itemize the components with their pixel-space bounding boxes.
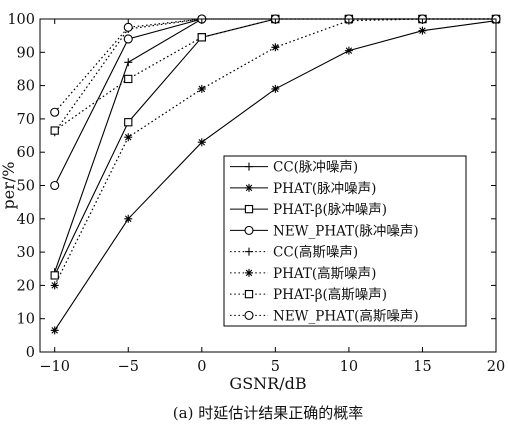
legend-marker — [245, 268, 253, 277]
y-tick-label: 30 — [17, 245, 35, 261]
data-point — [271, 43, 280, 52]
legend-label: PHAT(高斯噪声) — [273, 265, 376, 282]
series-7 — [50, 14, 501, 135]
data-point — [123, 34, 133, 44]
legend-marker — [244, 289, 254, 299]
legend-item: CC(高斯噪声) — [230, 244, 358, 261]
y-tick-label: 90 — [17, 45, 35, 61]
legend-item: PHAT-β(高斯噪声) — [230, 286, 387, 303]
data-point — [124, 58, 133, 67]
data-point — [197, 84, 206, 93]
data-point — [50, 107, 60, 117]
y-tick-label: 60 — [17, 145, 35, 161]
data-point — [344, 46, 353, 55]
data-point — [124, 133, 133, 142]
x-axis-title: GSNR/dB — [229, 374, 306, 393]
data-point — [124, 118, 133, 127]
y-tick-label: 0 — [26, 345, 35, 361]
legend-item: NEW_PHAT(高斯噪声) — [230, 307, 419, 324]
legend-item: PHAT-β(脉冲噪声) — [230, 202, 387, 218]
legend-label: CC(高斯噪声) — [273, 244, 358, 261]
data-point — [418, 26, 427, 35]
data-point — [50, 126, 59, 135]
x-tick-label: −10 — [39, 359, 70, 375]
data-point — [50, 271, 59, 280]
legend-label: CC(脉冲噪声) — [273, 160, 358, 176]
series-line — [54, 18, 496, 113]
data-point — [271, 84, 280, 93]
legend-label: PHAT-β(脉冲噪声) — [273, 202, 387, 218]
data-point — [197, 33, 206, 42]
y-tick-label: 50 — [17, 179, 35, 195]
x-tick-label: 20 — [487, 359, 505, 375]
x-tick-label: 10 — [340, 359, 358, 375]
figure-caption: (a) 时延估计结果正确的概率 — [173, 404, 363, 422]
legend-item: NEW_PHAT(脉冲噪声) — [230, 223, 419, 239]
y-tick-label: 20 — [17, 278, 35, 294]
legend-marker — [245, 183, 253, 192]
legend-marker — [244, 225, 254, 235]
x-tick-label: 15 — [413, 359, 431, 375]
series-5 — [50, 15, 500, 137]
legend-box — [223, 155, 467, 327]
y-tick-label: 100 — [7, 12, 35, 28]
legend-item: PHAT(脉冲噪声) — [230, 181, 376, 197]
y-tick-label: 80 — [17, 79, 35, 95]
y-tick-label: 40 — [17, 212, 35, 228]
x-tick-label: 5 — [271, 359, 280, 375]
legend-label: PHAT(脉冲噪声) — [273, 181, 376, 197]
x-tick-label: 0 — [197, 359, 206, 375]
data-point — [50, 180, 60, 191]
legend-item: PHAT(高斯噪声) — [230, 265, 376, 282]
legend-marker — [244, 204, 254, 214]
y-tick-label: 10 — [17, 312, 35, 328]
data-point — [124, 74, 133, 84]
data-point — [50, 281, 59, 290]
data-point — [123, 22, 133, 32]
legend-label: PHAT-β(高斯噪声) — [273, 286, 387, 303]
data-point — [124, 214, 133, 223]
x-tick-label: −5 — [118, 359, 139, 375]
legend-label: NEW_PHAT(脉冲噪声) — [273, 223, 419, 239]
legend-marker — [245, 247, 253, 256]
legend-marker — [244, 310, 254, 320]
legend-label: NEW_PHAT(高斯噪声) — [273, 307, 419, 324]
series-8 — [50, 14, 501, 117]
y-tick-label: 70 — [17, 112, 35, 128]
legend-marker — [245, 162, 253, 171]
data-point — [197, 138, 206, 147]
data-point — [50, 326, 59, 335]
legend: CC(脉冲噪声) PHAT(脉冲噪声) PHAT-β(脉冲噪声) NEW_PHAT(脉… — [223, 155, 467, 327]
legend-item: CC(脉冲噪声) — [230, 160, 358, 176]
y-axis-title: per/% — [0, 162, 18, 210]
